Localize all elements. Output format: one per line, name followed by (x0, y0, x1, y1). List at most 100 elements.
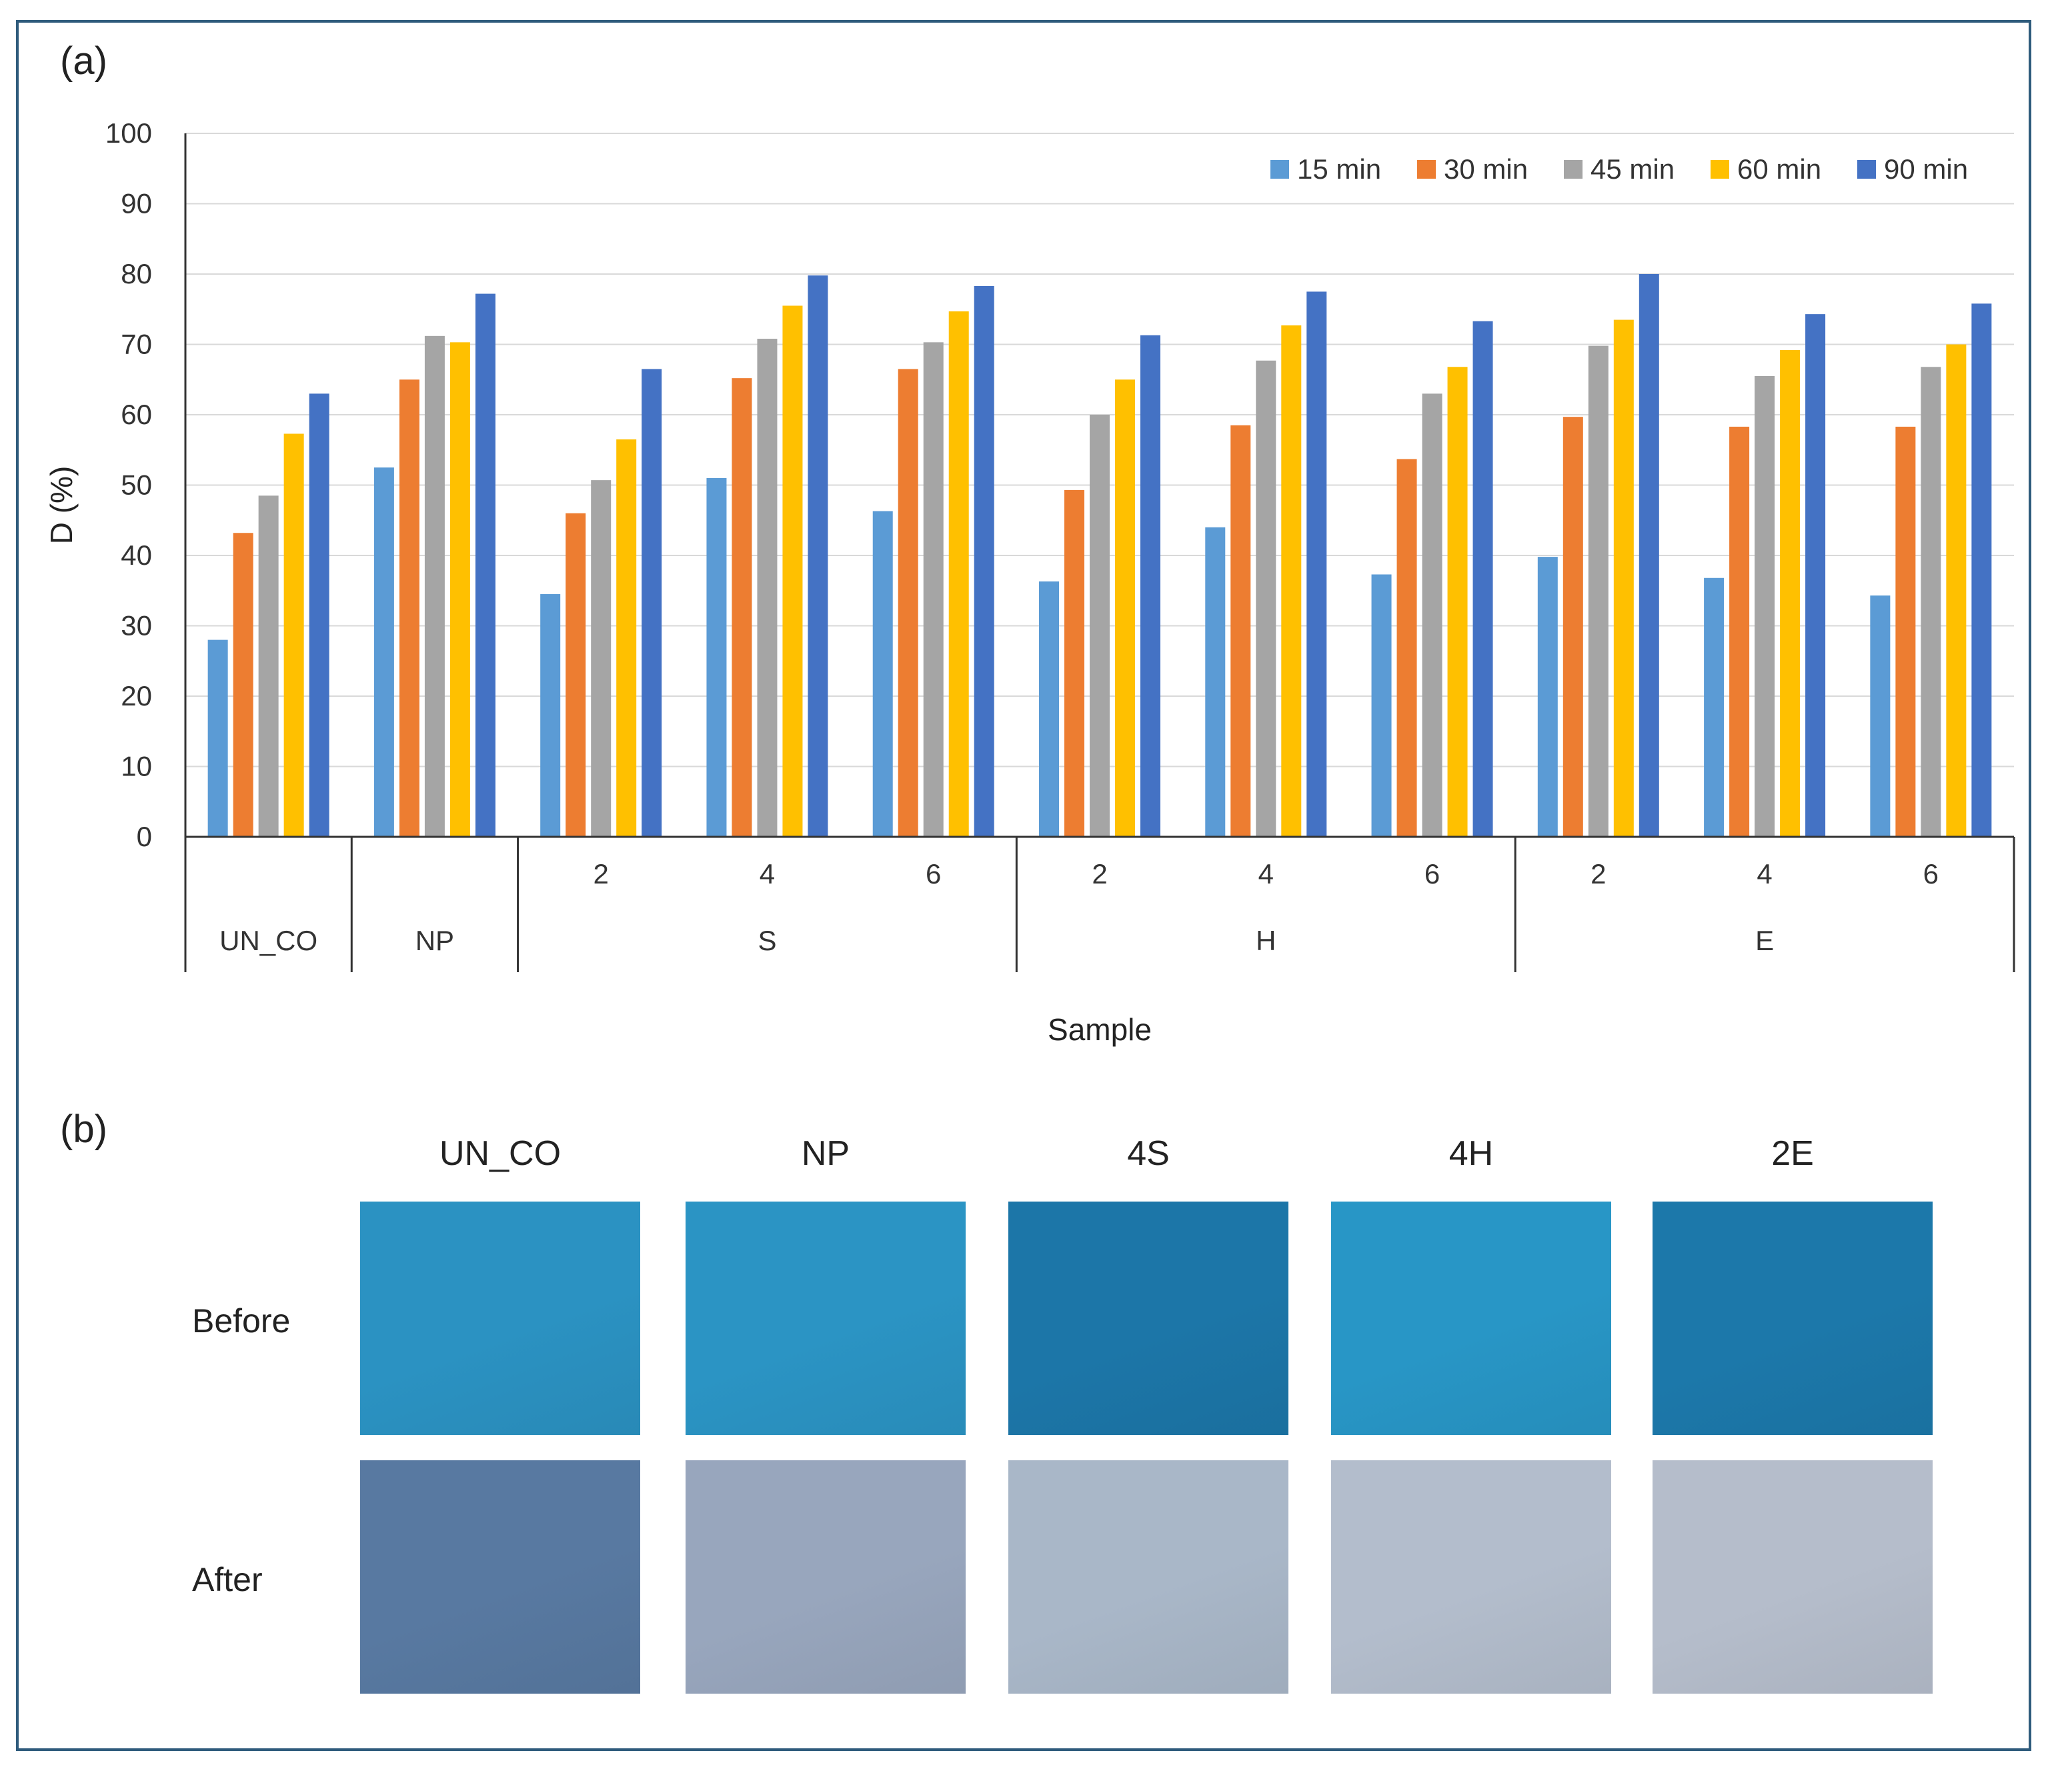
bar-15-min-S-4 (706, 477, 727, 837)
bar-15-min-E-6 (1870, 595, 1891, 837)
bar-15-min-E-4 (1704, 577, 1725, 837)
legend-label: 30 min (1444, 153, 1528, 185)
panel-a-label: (a) (60, 39, 107, 83)
x-tick-label: 4 (1757, 858, 1772, 890)
bar-30-min-UN_CO (233, 533, 253, 837)
legend-label: 60 min (1737, 153, 1821, 185)
bar-30-min-S-6 (898, 369, 918, 837)
x-axis-title: Sample (1048, 1012, 1152, 1047)
bar-45-min-H-6 (1422, 393, 1442, 837)
bar-15-min-H-6 (1371, 574, 1392, 837)
bar-15-min-UN_CO (207, 639, 228, 837)
fabric-swatch-after-np (686, 1460, 966, 1694)
bar-45-min-E-2 (1588, 345, 1609, 837)
y-tick-label: 100 (105, 117, 152, 149)
bar-45-min-E-4 (1755, 375, 1775, 837)
fabric-swatch-before-un_co (360, 1202, 640, 1435)
bar-90-min-H-4 (1306, 291, 1327, 837)
y-tick-label: 50 (121, 469, 152, 501)
bar-90-min-UN_CO (309, 393, 329, 837)
legend-label: 45 min (1591, 153, 1675, 185)
bar-90-min-S-6 (974, 285, 994, 837)
bar-90-min-E-6 (1971, 303, 1992, 837)
y-axis-title: D (%) (44, 466, 79, 545)
bar-90-min-E-2 (1639, 274, 1659, 837)
bar-60-min-E-2 (1613, 319, 1634, 837)
fabric-swatch-after-4h (1331, 1460, 1611, 1694)
column-title: 4H (1448, 1134, 1494, 1173)
column-title: NP (801, 1134, 850, 1173)
bar-45-min-E-6 (1921, 367, 1941, 837)
bar-60-min-UN_CO (283, 433, 304, 837)
fabric-swatch-before-np (686, 1202, 966, 1435)
bar-90-min-S-2 (642, 369, 662, 837)
x-tick-label: 2 (594, 858, 609, 890)
bar-30-min-E-6 (1895, 426, 1916, 837)
row-title-after: After (192, 1561, 263, 1598)
bar-15-min-S-6 (872, 511, 893, 837)
bar-90-min-H-2 (1140, 335, 1160, 837)
bar-60-min-E-4 (1780, 349, 1801, 837)
axes: 0 10 20 30 40 50 60 70 80 90 100 2 4 6 2 4 6 2 4 6 UN_CO NP S H… (105, 117, 2015, 972)
y-tick-label: 70 (121, 329, 152, 360)
bar-30-min-H-4 (1230, 425, 1251, 837)
y-tick-label: 90 (121, 188, 152, 219)
figure-frame (16, 20, 2031, 1751)
bar-45-min-NP (424, 335, 445, 837)
legend-label: 15 min (1297, 153, 1381, 185)
bar-30-min-H-6 (1396, 459, 1417, 837)
fabric-swatch-before-4s (1008, 1202, 1288, 1435)
legend-swatch (1417, 160, 1436, 179)
bar-45-min-S-4 (757, 339, 778, 837)
bar-15-min-E-2 (1537, 557, 1558, 837)
bar-30-min-NP (399, 379, 419, 837)
y-tick-label: 30 (121, 610, 152, 641)
bar-30-min-E-4 (1729, 426, 1750, 837)
legend-swatch (1857, 160, 1876, 179)
bar-90-min-E-4 (1805, 314, 1826, 837)
column-title: 2E (1771, 1134, 1814, 1173)
panel-b-label: (b) (60, 1108, 107, 1151)
bar-90-min-NP (475, 293, 495, 837)
y-tick-label: 60 (121, 399, 152, 430)
fabric-swatch-after-4s (1008, 1460, 1288, 1694)
legend-swatch (1711, 160, 1729, 179)
bar-60-min-NP (449, 342, 470, 837)
column-title: 4S (1127, 1134, 1170, 1173)
x-tick-label: 6 (926, 858, 941, 890)
legend-swatch (1564, 160, 1583, 179)
x-group-label: UN_CO (219, 925, 317, 956)
bar-90-min-S-4 (808, 275, 828, 837)
legend-label: 90 min (1884, 153, 1968, 185)
y-tick-label: 0 (137, 821, 152, 852)
fabric-swatch-before-2e (1653, 1202, 1933, 1435)
bar-45-min-UN_CO (258, 495, 279, 837)
fabric-swatch-before-4h (1331, 1202, 1611, 1435)
bar-60-min-S-4 (782, 305, 803, 837)
bar-60-min-H-6 (1447, 367, 1468, 837)
x-tick-label: 6 (1424, 858, 1440, 890)
x-group-label: S (758, 925, 776, 956)
bar-60-min-H-2 (1115, 379, 1135, 837)
x-group-label: E (1755, 925, 1774, 956)
y-tick-label: 10 (121, 751, 152, 782)
x-tick-label: 2 (1092, 858, 1107, 890)
x-tick-label: 4 (1258, 858, 1274, 890)
bar-45-min-S-2 (591, 480, 612, 837)
legend-swatch (1270, 160, 1289, 179)
column-title: UN_CO (439, 1134, 562, 1173)
bar-15-min-NP (373, 467, 394, 837)
bar-45-min-H-4 (1256, 360, 1276, 837)
bar-15-min-S-2 (540, 594, 561, 837)
x-tick-label: 4 (760, 858, 775, 890)
bar-15-min-H-2 (1039, 581, 1059, 837)
bar-chart: 0 10 20 30 40 50 60 70 80 90 100 2 4 6 2 4 6 2 4 6 UN_CO NP S H… (44, 117, 2015, 1047)
bar-30-min-E-2 (1563, 417, 1583, 837)
bar-30-min-S-4 (732, 378, 752, 837)
x-tick-label: 2 (1591, 858, 1606, 890)
bar-60-min-E-6 (1946, 344, 1967, 837)
y-tick-label: 80 (121, 258, 152, 289)
fabric-swatch-after-un_co (360, 1460, 640, 1694)
bar-15-min-H-4 (1205, 527, 1226, 837)
y-tick-label: 40 (121, 539, 152, 571)
